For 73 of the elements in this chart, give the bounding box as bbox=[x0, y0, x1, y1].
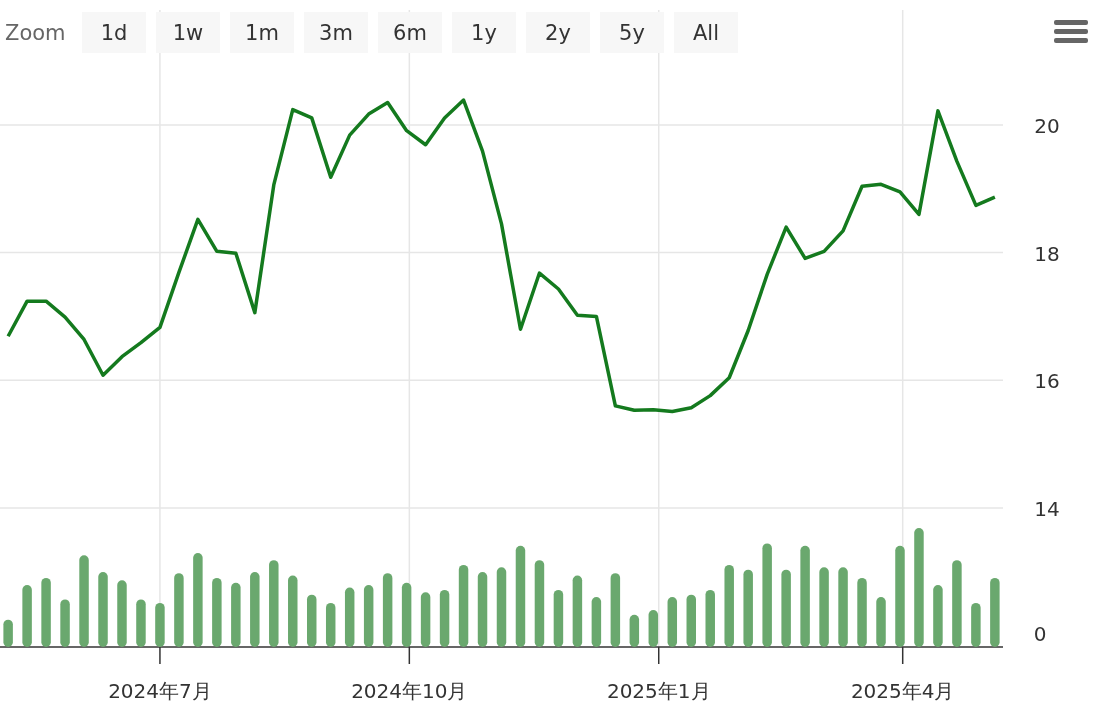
bar bbox=[724, 564, 734, 647]
bar bbox=[79, 555, 89, 647]
x-tick-label: 2025年1月 bbox=[606, 679, 711, 703]
bar bbox=[212, 577, 222, 647]
bar bbox=[344, 587, 355, 647]
bar bbox=[382, 573, 393, 647]
bar bbox=[325, 602, 336, 647]
bar bbox=[838, 567, 848, 647]
bar bbox=[288, 575, 298, 647]
bar bbox=[629, 614, 640, 647]
bar bbox=[477, 572, 488, 647]
bar bbox=[781, 569, 791, 647]
y-tick-label: 20 bbox=[1034, 113, 1060, 138]
bar bbox=[800, 545, 810, 647]
bar bbox=[553, 589, 564, 647]
annotation: 1w bbox=[172, 21, 204, 45]
bar bbox=[155, 602, 165, 647]
bar bbox=[895, 545, 905, 647]
bar bbox=[269, 560, 279, 647]
bar bbox=[705, 589, 715, 647]
line-series bbox=[6, 98, 997, 414]
x-tick-label: 2025年4月 bbox=[850, 679, 955, 703]
bar bbox=[174, 573, 184, 647]
bar bbox=[648, 610, 659, 647]
bar bbox=[420, 592, 431, 647]
annotation: All bbox=[692, 21, 720, 45]
bar bbox=[439, 589, 450, 647]
bar bbox=[819, 567, 829, 647]
bar bbox=[933, 585, 943, 647]
bar bbox=[496, 567, 507, 647]
bar bbox=[117, 580, 127, 647]
bar bbox=[60, 599, 70, 647]
bar bbox=[743, 569, 753, 647]
bar bbox=[98, 572, 108, 647]
bar bbox=[193, 552, 203, 647]
bar bbox=[534, 560, 545, 647]
bar bbox=[610, 573, 621, 647]
bar bbox=[876, 597, 886, 647]
bar bbox=[762, 543, 772, 647]
bar bbox=[990, 577, 1000, 647]
y-tick-label: 16 bbox=[1034, 369, 1060, 394]
annotation: 3m bbox=[319, 21, 353, 45]
bar bbox=[363, 585, 374, 647]
bar bbox=[41, 577, 51, 647]
annotation: 1y bbox=[471, 21, 497, 45]
bar bbox=[591, 597, 602, 647]
y-tick-label: 18 bbox=[1034, 241, 1060, 266]
bar bbox=[307, 594, 317, 647]
bar bbox=[857, 577, 867, 647]
bar bbox=[458, 564, 469, 647]
annotation: 6m bbox=[393, 21, 427, 45]
text: 0 bbox=[1033, 622, 1047, 646]
x-tick-label: 2024年10月 bbox=[351, 679, 468, 703]
annotation: 1d bbox=[100, 21, 128, 45]
bar bbox=[250, 572, 260, 647]
bar bbox=[952, 560, 962, 647]
bar bbox=[231, 582, 241, 647]
bar bbox=[572, 575, 583, 647]
bar bbox=[667, 597, 678, 647]
annotation: Zoom bbox=[5, 21, 66, 45]
bar bbox=[3, 619, 13, 647]
y-tick-label: 14 bbox=[1034, 497, 1060, 521]
annotation: 2y bbox=[545, 21, 571, 45]
bar bbox=[22, 585, 32, 647]
annotation: 5y bbox=[619, 21, 645, 45]
bar bbox=[686, 594, 696, 647]
annotation: 1m bbox=[245, 21, 279, 45]
bar bbox=[971, 602, 981, 647]
bar bbox=[914, 528, 924, 647]
bar bbox=[401, 582, 412, 647]
bar bbox=[515, 545, 526, 647]
bar bbox=[136, 599, 146, 647]
x-tick-label: 2024年7月 bbox=[108, 679, 212, 703]
